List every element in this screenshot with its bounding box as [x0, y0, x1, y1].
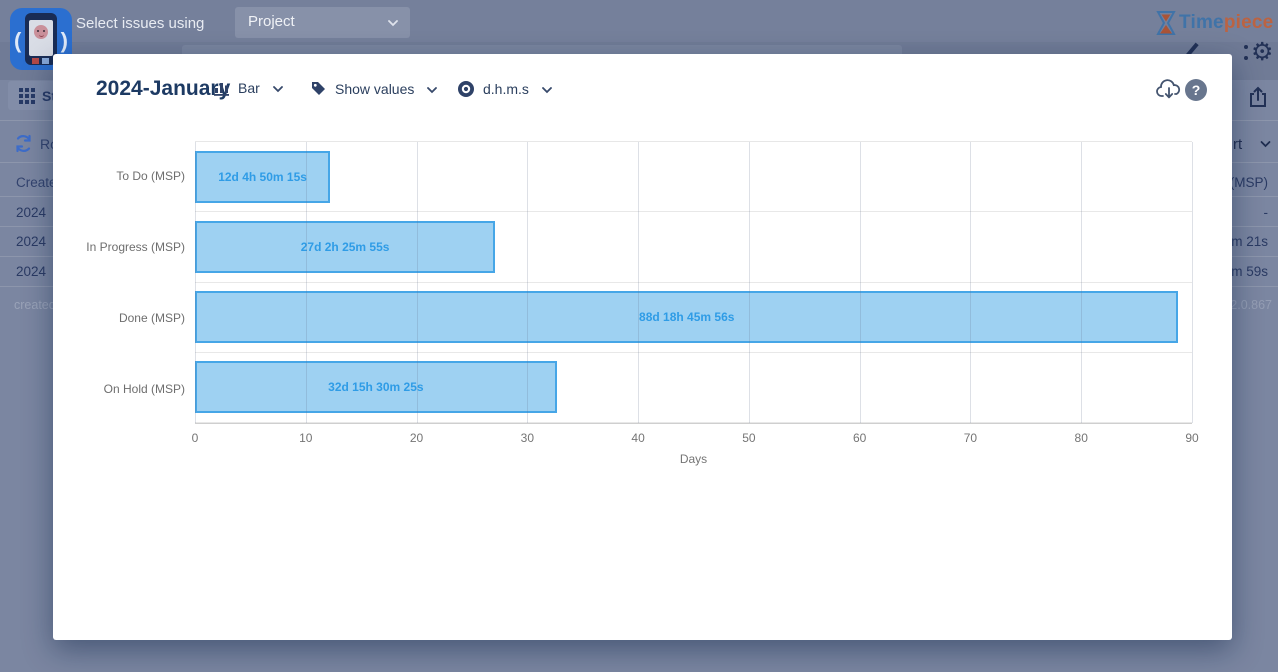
- chart-plot: 12d 4h 50m 15s 27d 2h 25m 55s 88d 18h 45m …: [195, 141, 1193, 424]
- gridline: [748, 142, 750, 423]
- chevron-down-icon: [388, 18, 398, 28]
- face-eye: [43, 30, 45, 32]
- show-values-label: Show values: [335, 80, 415, 97]
- table-row-cell: 4m 59s: [1223, 264, 1268, 279]
- status-bar[interactable]: 32d 15h 30m 25s: [195, 361, 557, 414]
- app-logo-paren-left: (: [14, 28, 22, 53]
- face-eye: [37, 30, 39, 32]
- cloud-download-icon[interactable]: [1156, 78, 1183, 102]
- project-dropdown-value: Project: [248, 13, 295, 30]
- category-label: Done (MSP): [118, 310, 185, 325]
- gridline: [305, 142, 307, 423]
- red-square: [32, 58, 39, 64]
- x-tick-label: 0: [191, 431, 199, 445]
- x-tick-label: 80: [1074, 431, 1088, 445]
- refresh-icon[interactable]: [14, 134, 33, 153]
- gridline: [527, 142, 529, 423]
- category-label: To Do (MSP): [116, 169, 185, 184]
- gridline: [1192, 142, 1193, 423]
- chevron-down-icon: [272, 84, 283, 94]
- table-row-cell: -: [1263, 205, 1269, 220]
- face-shape: [34, 25, 48, 39]
- x-tick-label: 70: [963, 431, 978, 445]
- more-dots-icon[interactable]: [1244, 45, 1248, 67]
- x-tick-label: 20: [409, 431, 424, 445]
- chevron-down-icon: [427, 85, 438, 95]
- timepiece-logo: Timepiece: [1156, 10, 1273, 36]
- bar-value-label: 27d 2h 25m 55s: [300, 239, 390, 254]
- blue-square: [42, 58, 49, 64]
- x-tick-label: 10: [299, 431, 313, 445]
- bar-row: 27d 2h 25m 55s: [195, 212, 1192, 283]
- category-label: On Hold (MSP): [103, 381, 185, 396]
- app-logo-paren-right: ): [60, 28, 68, 53]
- chevron-down-icon: [542, 85, 552, 95]
- status-bar[interactable]: 12d 4h 50m 15s: [195, 150, 331, 203]
- bar-chart-icon: [213, 80, 230, 96]
- right-dropdown[interactable]: rt: [1233, 136, 1271, 153]
- gridline: [970, 142, 972, 423]
- table-row-cell: 2024: [16, 234, 47, 249]
- show-values-dropdown[interactable]: Show values: [310, 80, 438, 97]
- x-tick-label: 60: [852, 431, 867, 445]
- bar-row: 12d 4h 50m 15s: [195, 142, 1192, 213]
- chevron-down-icon: [1260, 139, 1271, 149]
- gridline: [195, 142, 196, 423]
- table-row-cell: 2024: [16, 264, 47, 279]
- x-tick-label: 40: [631, 431, 645, 445]
- category-label: In Progress (MSP): [86, 240, 185, 255]
- bar-row: 88d 18h 45m 56s: [195, 283, 1192, 353]
- eye-icon: [457, 80, 475, 98]
- chart-x-axis-label: Days: [679, 452, 708, 466]
- chart-type-label: Bar: [238, 80, 260, 96]
- x-tick-label: 30: [520, 431, 535, 445]
- table-header-msp: (MSP): [1229, 175, 1268, 190]
- gridline: [416, 142, 418, 423]
- bar-value-label: 88d 18h 45m 56s: [639, 310, 735, 325]
- status-button-label: St: [42, 88, 56, 104]
- time-format-dropdown[interactable]: d.h.m.s: [457, 80, 552, 98]
- project-dropdown[interactable]: Project: [235, 7, 410, 38]
- version-text: 3.2.0.867: [1219, 298, 1272, 312]
- chart-categories: To Do (MSP) In Progress (MSP) Done (MSP) On…: [53, 141, 185, 424]
- right-dropdown-label: rt: [1233, 136, 1243, 153]
- gridline: [638, 142, 640, 423]
- grid-icon: [19, 88, 35, 104]
- tag-icon: [310, 80, 327, 97]
- time-format-label: d.h.m.s: [483, 81, 529, 97]
- timepiece-wordmark: Timepiece: [1179, 12, 1274, 33]
- background-top-bar: [0, 0, 1278, 42]
- bar-row: 32d 15h 30m 25s: [195, 353, 1192, 423]
- hourglass-icon: [1156, 10, 1176, 36]
- face-smile: [39, 34, 44, 37]
- chart-xticks: 0 10 20 30 40 50 60 70 80 90: [191, 431, 1199, 447]
- bar-value-label: 32d 15h 30m 25s: [328, 380, 424, 395]
- table-row-cell: 6m 21s: [1223, 234, 1268, 249]
- chart-type-dropdown[interactable]: Bar: [213, 80, 283, 96]
- modal-title: 2024-January: [96, 77, 231, 100]
- status-bar[interactable]: 88d 18h 45m 56s: [195, 291, 1179, 344]
- x-tick-label: 50: [742, 431, 756, 445]
- table-row-cell: 2024: [16, 205, 47, 220]
- gridline: [1081, 142, 1083, 423]
- gear-icon[interactable]: ⚙: [1251, 38, 1274, 66]
- table-header-created: Created: [16, 175, 65, 190]
- status-bar[interactable]: 27d 2h 25m 55s: [195, 220, 496, 273]
- export-icon[interactable]: [1247, 85, 1269, 109]
- bar-value-label: 12d 4h 50m 15s: [218, 169, 307, 184]
- help-icon[interactable]: ?: [1185, 79, 1207, 101]
- x-tick-label: 90: [1185, 431, 1199, 445]
- select-issues-label: Select issues using: [76, 15, 205, 32]
- chart-modal: 2024-January Bar S: [53, 54, 1232, 640]
- gridline: [859, 142, 861, 423]
